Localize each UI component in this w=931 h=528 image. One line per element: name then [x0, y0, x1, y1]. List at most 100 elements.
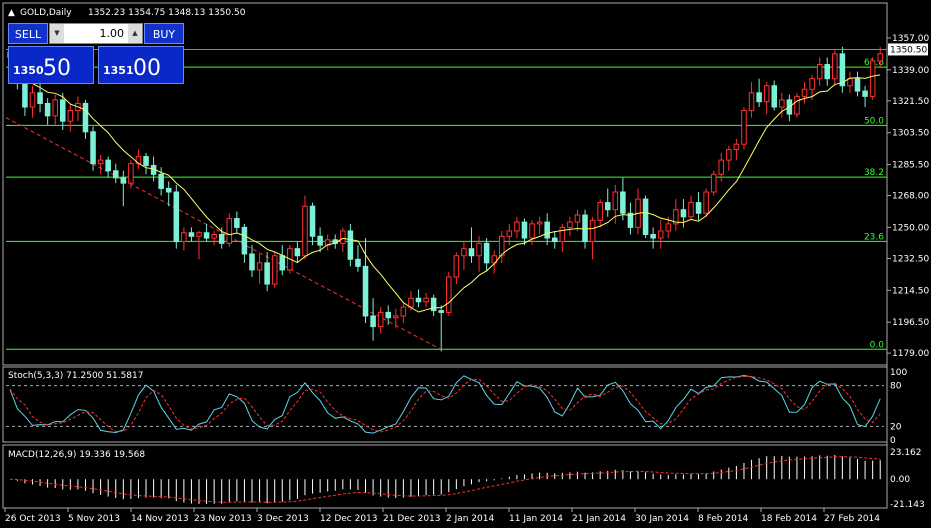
candle-body: [726, 149, 732, 161]
candle-body: [22, 81, 28, 108]
stoch-tick-label: 20: [890, 422, 902, 432]
macd-title: MACD(12,26,9) 19.336 19.568: [8, 450, 145, 460]
stoch-lines: [6, 374, 884, 434]
time-tick-label: 3 Dec 2013: [257, 514, 309, 524]
candle-body: [241, 226, 248, 255]
candle-body: [779, 99, 785, 108]
time-tick-label: 8 Feb 2014: [698, 514, 749, 524]
macd-tick-label: 23.162: [890, 448, 922, 458]
time-tick-label: 21 Dec 2013: [383, 514, 441, 524]
buy-button[interactable]: BUY: [144, 23, 184, 44]
candle-body: [468, 248, 475, 257]
candle-body: [294, 248, 301, 257]
candle-body: [703, 191, 709, 214]
stoch-axis: 100 80 20 0: [890, 368, 907, 446]
candle-body: [514, 221, 520, 232]
candle-body: [59, 99, 66, 122]
candle-body: [869, 60, 876, 97]
fib-label: 23.6: [864, 232, 884, 242]
candle-body: [756, 92, 762, 103]
candle-body: [309, 205, 316, 237]
candle-body: [847, 78, 853, 87]
candle-body: [582, 214, 588, 243]
candle-body: [279, 255, 286, 271]
candle-body: [415, 297, 422, 303]
candle-body: [97, 159, 104, 165]
sell-price-button[interactable]: 1350 50: [8, 46, 94, 84]
stoch-signal-line: [9, 376, 881, 433]
lot-size-value[interactable]: 1.00: [99, 27, 125, 40]
sell-price-big: 50: [43, 56, 71, 81]
price-tick-label: 1196.50: [892, 318, 929, 328]
lot-increase-icon[interactable]: ▲: [128, 24, 142, 43]
candle-body: [377, 311, 384, 328]
candle-body: [862, 90, 868, 97]
candle-body: [741, 110, 747, 145]
lot-decrease-icon[interactable]: ▼: [50, 24, 64, 43]
candle-body: [37, 92, 43, 104]
candle-body: [264, 262, 270, 285]
candle-body: [271, 255, 278, 285]
candle-body: [82, 102, 89, 133]
candle-body: [173, 191, 180, 243]
candle-body: [211, 234, 217, 239]
time-tick-label: 30 Jan 2014: [635, 514, 689, 524]
candle-body: [385, 311, 392, 319]
candle-body: [370, 315, 376, 328]
price-tick-label: 1232.50: [892, 254, 929, 264]
time-tick-label: 11 Jan 2014: [509, 514, 563, 524]
candle-body: [226, 218, 233, 244]
candle-body: [665, 223, 672, 232]
candle-body: [483, 242, 490, 264]
candle-body: [188, 232, 195, 237]
candle-body: [680, 209, 687, 218]
time-tick-label: 12 Dec 2013: [320, 514, 378, 524]
candle-body: [120, 177, 127, 184]
chart-header-arrow[interactable]: ▲: [8, 8, 15, 18]
candle-body: [158, 173, 164, 189]
candle-body: [771, 85, 778, 108]
price-tick-label: 1214.50: [892, 286, 929, 296]
candle-body: [317, 235, 323, 246]
time-tick-label: 23 Nov 2013: [194, 514, 252, 524]
candle-body: [763, 85, 770, 103]
macd-histogram: [9, 454, 881, 505]
candle-body: [710, 173, 717, 193]
candle-body: [521, 221, 528, 239]
candle-body: [143, 156, 149, 166]
one-click-trading-panel: SELL ▼ 1.00 ▲ BUY 1350 50 1351 00: [8, 22, 184, 84]
fib-label: 0.0: [870, 340, 885, 350]
price-tick-label: 1285.50: [892, 161, 929, 171]
candle-body: [453, 255, 460, 278]
candle-body: [506, 230, 513, 237]
price-tick-label: 1179.00: [892, 349, 929, 359]
candle-body: [529, 223, 535, 239]
buy-price-button[interactable]: 1351 00: [98, 46, 184, 84]
candle-body: [551, 237, 558, 243]
candle-body: [627, 212, 634, 228]
candle-body: [90, 131, 96, 165]
candle-body: [839, 53, 846, 87]
candle-body: [688, 202, 694, 218]
moving-average: [9, 51, 881, 313]
sell-button[interactable]: SELL: [8, 23, 48, 44]
candle-body: [29, 92, 36, 108]
candles: [7, 46, 883, 352]
candle-body: [877, 53, 883, 62]
buy-price-small: 1351: [103, 64, 134, 77]
trend-line: [5, 117, 442, 351]
stoch-title: Stoch(5,3,3) 71.2500 51.5817: [8, 371, 143, 381]
lot-size-field[interactable]: ▼ 1.00 ▲: [49, 23, 143, 44]
macd-tick-label: -21.143: [890, 500, 925, 510]
candle-body: [105, 159, 111, 172]
candle-body: [476, 242, 482, 257]
buy-price-big: 00: [133, 56, 161, 81]
candle-body: [718, 159, 725, 175]
candle-body: [408, 297, 414, 308]
candle-body: [446, 276, 452, 313]
time-axis: 26 Oct 2013 5 Nov 2013 14 Nov 2013 23 Nov 2…: [4, 508, 880, 524]
candle-body: [181, 232, 187, 243]
candle-body: [544, 221, 550, 239]
candle-body: [234, 218, 240, 228]
